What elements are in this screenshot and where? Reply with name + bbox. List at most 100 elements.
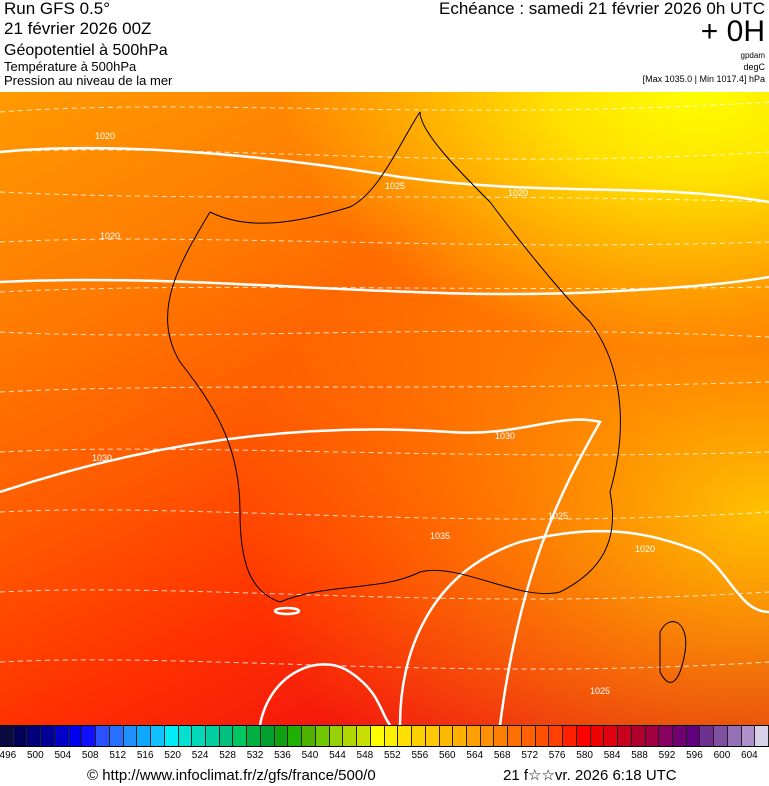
color-scale-label: 576 (548, 750, 566, 761)
contour-layer (0, 101, 769, 725)
color-scale-cell (343, 726, 358, 746)
color-scale-cell (631, 726, 646, 746)
contour-label: 1020 (95, 131, 116, 141)
contour-label: 1025 (385, 181, 406, 191)
color-scale-label: 596 (686, 750, 703, 761)
color-scale-label: 544 (329, 750, 346, 761)
source-url: © http://www.infoclimat.fr/z/gfs/france/… (87, 767, 376, 784)
contour-label: 1025 (548, 511, 569, 521)
color-scale-cell (82, 726, 97, 746)
pressure-minmax: [Max 1035.0 | Min 1017.4] hPa (642, 74, 765, 84)
unit-degc: degC (743, 62, 765, 72)
color-scale-label: 528 (219, 750, 236, 761)
run-date: 21 février 2026 00Z (4, 19, 152, 38)
color-scale-cell (590, 726, 605, 746)
color-scale-cell (439, 726, 454, 746)
color-scale-cell (755, 726, 769, 746)
color-scale-cell (549, 726, 564, 746)
color-scale-cell (494, 726, 509, 746)
contour-label: 1020 (508, 188, 529, 198)
contour-label: 1030 (92, 453, 113, 463)
param-geopotential: Géopotentiel à 500hPa (4, 42, 168, 59)
color-scale-cell (700, 726, 715, 746)
color-scale-cell (0, 726, 14, 746)
color-scale-cell (412, 726, 426, 746)
color-scale-label: 540 (301, 750, 319, 761)
color-scale-cell (233, 726, 248, 746)
color-scale-cell (508, 726, 522, 746)
weather-map: 1020 1025 1020 1030 1030 1035 1025 1020 … (0, 92, 769, 725)
contour-label: 1020 (635, 544, 656, 554)
color-scale-label: 532 (246, 750, 264, 761)
echeance: Echéance : samedi 21 février 2026 0h UTC (438, 0, 765, 18)
generation-timestamp: 21 f☆☆vr. 2026 6:18 UTC (503, 767, 677, 784)
color-scale-label: 552 (384, 750, 401, 761)
run-title: Run GFS 0.5° (4, 0, 111, 18)
color-scale-cell (727, 726, 742, 746)
coastline (167, 111, 687, 683)
color-scale-cell (576, 726, 591, 746)
pressure-isobars (0, 146, 769, 725)
color-scale-label: 520 (164, 750, 181, 761)
contour-label: 1030 (495, 431, 516, 441)
contour-label: 1025 (590, 686, 611, 696)
color-scale-cell (466, 726, 481, 746)
contour-label: 1020 (100, 231, 121, 241)
color-scale-cell (68, 726, 83, 746)
color-scale-label: 548 (356, 750, 374, 761)
color-scale-cell (288, 726, 303, 746)
color-scale-cell (247, 726, 261, 746)
color-scale-cell (178, 726, 193, 746)
color-scale-cell (109, 726, 124, 746)
color-scale-cell (686, 726, 701, 746)
unit-gpdam: gpdam (740, 51, 765, 60)
color-scale-cell (357, 726, 371, 746)
color-scale-cell (206, 726, 220, 746)
color-scale-label: 500 (26, 750, 44, 761)
color-scale-cell (521, 726, 536, 746)
color-scale-label: 536 (274, 750, 291, 761)
color-scale-cell (260, 726, 275, 746)
color-scale-cell (714, 726, 728, 746)
color-scale-cell (645, 726, 660, 746)
color-scale-label: 508 (81, 750, 99, 761)
color-scale-cell (329, 726, 344, 746)
color-scale-cell (274, 726, 289, 746)
param-temperature: Température à 500hPa (4, 59, 137, 74)
color-scale-label: 580 (576, 750, 593, 761)
color-scale-cell (453, 726, 467, 746)
color-scale-labels: 496 500 504 508 512 516 520 524 528 532 536 540 544 5… (0, 750, 769, 762)
color-scale-label: 564 (466, 750, 484, 761)
color-scale-cell (425, 726, 440, 746)
color-scale-cell (164, 726, 179, 746)
color-scale-cell (563, 726, 577, 746)
color-scale-label: 584 (603, 750, 621, 761)
color-scale-cell (535, 726, 550, 746)
color-scale-cell (151, 726, 165, 746)
color-scale-label: 600 (713, 750, 731, 761)
color-scale-cell (96, 726, 110, 746)
color-scale-label: 588 (631, 750, 648, 761)
color-scale-label: 512 (109, 750, 127, 761)
color-scale-label: 568 (493, 750, 511, 761)
color-scale-cell (27, 726, 42, 746)
color-scale-cell (302, 726, 316, 746)
color-scale-cell (370, 726, 385, 746)
color-scale-cell (192, 726, 207, 746)
color-scale-cell (219, 726, 234, 746)
color-scale-cell (741, 726, 756, 746)
color-scale-cell (123, 726, 138, 746)
color-scale-cell (315, 726, 330, 746)
color-scale-cell (672, 726, 687, 746)
contour-label: 1035 (430, 531, 451, 541)
color-scale-cell (54, 726, 69, 746)
color-scale-label: 560 (438, 750, 456, 761)
color-scale-cell (659, 726, 673, 746)
color-scale-bar (0, 725, 769, 747)
param-pressure: Pression au niveau de la mer (4, 73, 173, 88)
color-scale-label: 516 (136, 750, 154, 761)
color-scale-cell (480, 726, 495, 746)
color-scale-label: 604 (741, 750, 758, 761)
color-scale-cell (618, 726, 632, 746)
color-scale-cell (137, 726, 152, 746)
